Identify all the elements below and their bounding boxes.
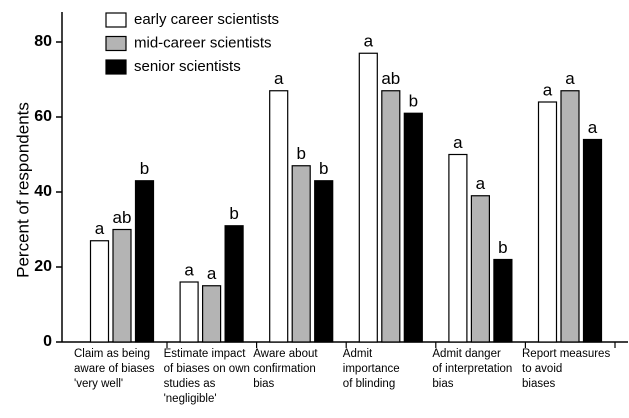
group-letter: b (296, 144, 305, 163)
group-letter: ab (381, 69, 400, 88)
group-letter: ab (113, 208, 132, 227)
legend-label: mid-career scientists (134, 34, 272, 51)
y-tick-label: 80 (34, 33, 52, 50)
x-tick-label: bias (253, 378, 274, 390)
bar (112, 228, 132, 343)
y-axis-label: Percent of respondents (13, 102, 32, 278)
group-letter: a (565, 69, 575, 88)
legend-swatch (105, 35, 127, 52)
group-letter: a (588, 118, 598, 137)
x-tick-label: biases (522, 378, 555, 390)
bar (202, 285, 222, 343)
x-tick-label: 'negligible' (164, 393, 217, 405)
x-tick-label: studies as (164, 378, 216, 390)
bar (582, 138, 603, 343)
y-tick-label: 0 (43, 333, 52, 350)
bar (403, 112, 423, 343)
bar (314, 180, 334, 343)
group-letter: a (274, 69, 284, 88)
group-letter: b (319, 159, 328, 178)
x-tick-label: Report measures (522, 348, 610, 360)
bar (291, 165, 311, 343)
group-letter: a (95, 219, 105, 238)
bar (560, 90, 580, 343)
bar (493, 258, 513, 343)
group-letter: b (409, 92, 418, 111)
x-tick-label: 'very well' (74, 378, 123, 390)
bar (381, 90, 401, 343)
x-tick-label: to avoid (522, 363, 562, 375)
group-letter: a (453, 133, 463, 152)
legend-label: senior scientists (134, 58, 241, 75)
y-tick-label: 40 (34, 183, 52, 200)
bar (134, 180, 155, 343)
x-tick-label: Admit (343, 348, 373, 360)
group-letter: a (476, 174, 486, 193)
y-tick-label: 60 (34, 108, 52, 125)
legend-swatch (105, 59, 127, 75)
x-tick-label: importance (343, 363, 400, 375)
group-letter: a (207, 264, 217, 283)
legend-label: early career scientists (134, 11, 279, 28)
bar (179, 281, 199, 343)
x-tick-label: Claim as being (74, 348, 150, 360)
bar (89, 240, 110, 343)
x-tick-label: Estimate impact (164, 348, 247, 360)
x-tick-label: of interpretation (432, 363, 512, 375)
bar (537, 101, 558, 343)
x-tick-label: bias (432, 378, 453, 390)
group-letter: a (184, 260, 194, 279)
group-letter: b (140, 159, 149, 178)
bar (224, 225, 244, 343)
bar (269, 90, 289, 343)
x-tick-label: Admit danger (432, 348, 501, 360)
group-letter: a (543, 80, 553, 99)
bar (470, 195, 490, 343)
group-letter: a (364, 32, 374, 51)
y-tick-label: 20 (34, 258, 52, 275)
group-letter: b (229, 204, 238, 223)
x-tick-label: of blinding (343, 378, 395, 390)
x-tick-label: confirmation (253, 363, 316, 375)
x-tick-label: Aware about (253, 348, 318, 360)
bar (448, 153, 468, 343)
x-tick-label: of biases on own (164, 363, 250, 375)
bar (358, 52, 378, 343)
x-tick-label: aware of biases (74, 363, 155, 375)
group-letter: b (498, 238, 507, 257)
legend-swatch (105, 12, 127, 28)
